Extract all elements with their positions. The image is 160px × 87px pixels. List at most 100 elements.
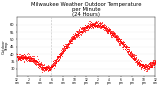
Point xyxy=(88,26,91,28)
Point xyxy=(121,43,123,44)
Point xyxy=(129,51,132,53)
Point xyxy=(23,56,26,57)
Point xyxy=(32,60,34,61)
Point xyxy=(142,68,145,69)
Point xyxy=(88,25,91,26)
Point xyxy=(134,57,136,58)
Point xyxy=(129,55,131,57)
Point xyxy=(62,51,65,53)
Point xyxy=(104,27,106,28)
Point xyxy=(25,56,27,58)
Point xyxy=(100,27,102,28)
Point xyxy=(123,44,125,46)
Point xyxy=(111,30,114,32)
Point xyxy=(121,43,124,44)
Point xyxy=(141,66,144,68)
Point xyxy=(132,58,135,59)
Point xyxy=(65,47,68,48)
Point xyxy=(118,40,121,41)
Point xyxy=(111,34,114,36)
Point xyxy=(123,44,126,45)
Point xyxy=(56,55,59,56)
Point xyxy=(101,24,104,26)
Point xyxy=(58,55,60,56)
Point xyxy=(149,66,152,67)
Point xyxy=(53,60,55,61)
Point xyxy=(33,59,36,61)
Point xyxy=(123,43,125,45)
Point xyxy=(21,55,24,56)
Point xyxy=(144,66,147,68)
Point xyxy=(136,60,138,62)
Point xyxy=(68,43,71,44)
Point xyxy=(41,67,44,68)
Point xyxy=(140,65,143,66)
Point xyxy=(128,49,130,50)
Point xyxy=(29,58,31,60)
Point xyxy=(82,29,84,31)
Point xyxy=(88,24,91,26)
Point xyxy=(142,64,144,66)
Point xyxy=(111,37,113,38)
Point xyxy=(120,43,123,44)
Point xyxy=(31,60,34,62)
Point xyxy=(70,39,73,40)
Point xyxy=(152,63,154,64)
Point xyxy=(36,63,39,64)
Point xyxy=(21,58,23,59)
Point xyxy=(121,42,124,43)
Point xyxy=(39,63,41,64)
Point xyxy=(22,56,25,57)
Point xyxy=(27,57,29,58)
Point xyxy=(48,67,51,68)
Point xyxy=(34,59,36,60)
Point xyxy=(46,67,49,69)
Point xyxy=(108,28,110,30)
Point xyxy=(110,30,113,31)
Point xyxy=(36,55,38,57)
Point xyxy=(140,64,143,66)
Point xyxy=(136,65,139,66)
Point xyxy=(91,24,93,25)
Point xyxy=(33,59,36,60)
Point xyxy=(86,29,89,30)
Point xyxy=(73,37,75,39)
Point xyxy=(87,24,89,25)
Point xyxy=(87,28,89,29)
Point xyxy=(138,61,140,62)
Point xyxy=(138,61,141,62)
Point xyxy=(75,33,78,35)
Point xyxy=(96,26,98,27)
Point xyxy=(146,65,149,67)
Point xyxy=(76,34,78,36)
Point xyxy=(150,61,152,62)
Point xyxy=(52,67,55,69)
Point xyxy=(47,69,50,71)
Point xyxy=(51,64,53,66)
Point xyxy=(66,46,69,48)
Point xyxy=(131,55,134,56)
Point xyxy=(98,22,100,24)
Point xyxy=(99,24,102,25)
Point xyxy=(100,25,103,27)
Point xyxy=(120,40,123,42)
Point xyxy=(131,55,134,57)
Point xyxy=(25,56,27,58)
Point xyxy=(100,27,103,28)
Point xyxy=(50,65,53,66)
Point xyxy=(92,23,95,24)
Point xyxy=(102,27,105,29)
Point xyxy=(63,49,66,51)
Point xyxy=(88,26,90,28)
Point xyxy=(108,31,111,32)
Point xyxy=(28,59,31,61)
Point xyxy=(94,24,96,25)
Point xyxy=(16,57,19,58)
Point xyxy=(80,31,82,33)
Point xyxy=(125,50,128,51)
Point xyxy=(42,67,45,68)
Point xyxy=(76,33,78,35)
Point xyxy=(24,58,26,59)
Point xyxy=(41,69,44,70)
Point xyxy=(124,43,126,45)
